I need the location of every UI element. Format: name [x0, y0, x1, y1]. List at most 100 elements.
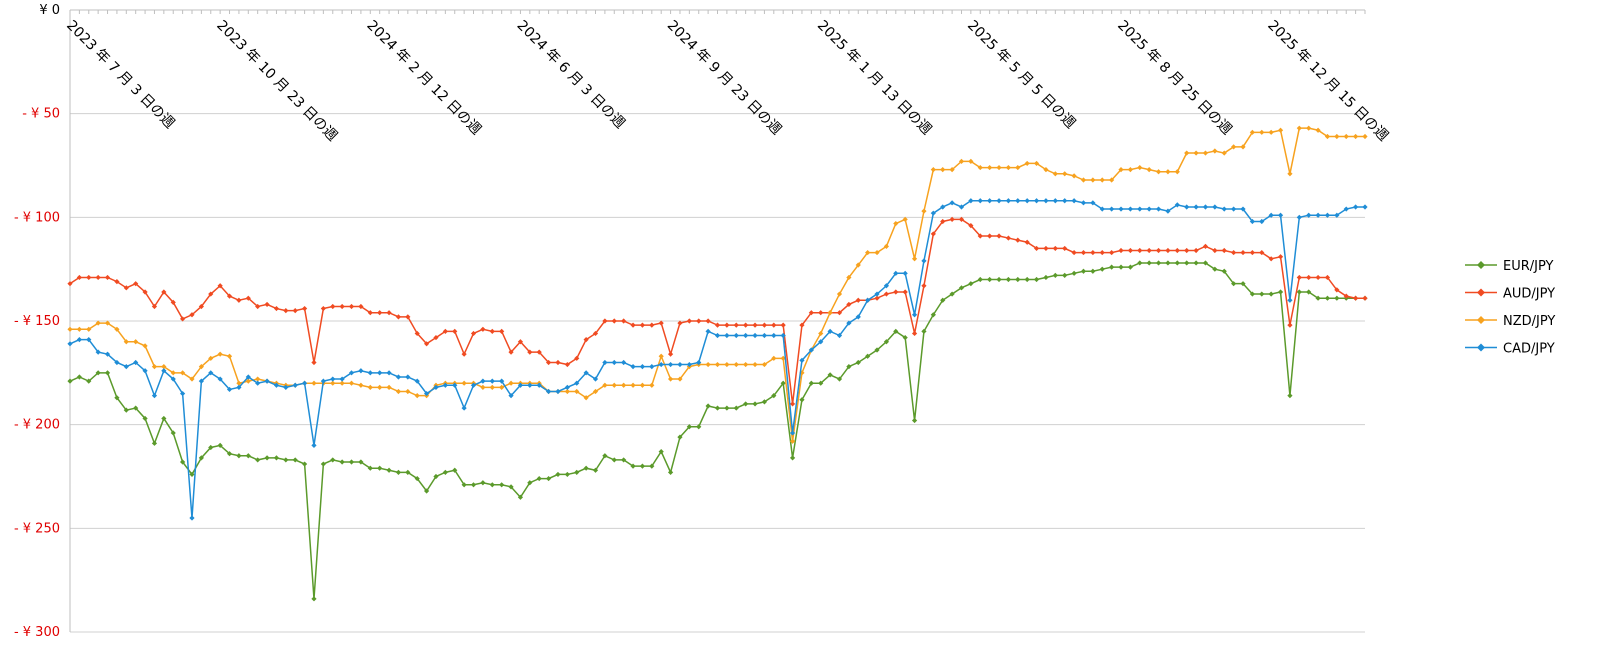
data-point	[348, 303, 355, 310]
data-point	[1137, 247, 1143, 254]
data-point	[1090, 249, 1096, 256]
data-point	[752, 332, 758, 339]
data-point	[799, 322, 805, 328]
data-point	[574, 388, 580, 395]
data-point	[958, 285, 965, 291]
data-point	[733, 361, 739, 368]
data-point	[1184, 247, 1190, 254]
data-point	[1306, 125, 1312, 131]
data-point	[545, 359, 552, 366]
data-point	[555, 471, 561, 478]
data-point	[611, 318, 617, 324]
data-point	[226, 451, 233, 457]
data-point	[142, 343, 148, 349]
data-point	[470, 330, 477, 337]
data-point	[311, 596, 317, 602]
data-point	[1127, 206, 1133, 212]
data-point	[452, 467, 458, 473]
data-point	[123, 285, 129, 291]
data-point	[743, 332, 749, 339]
data-point	[1221, 268, 1227, 274]
data-point	[780, 332, 786, 339]
data-point	[264, 455, 270, 461]
data-point	[592, 376, 599, 382]
data-point	[602, 359, 608, 366]
data-point	[846, 320, 852, 326]
data-point	[480, 378, 486, 384]
data-point	[1212, 204, 1218, 210]
data-point	[592, 388, 599, 395]
series-line	[69, 218, 1365, 405]
data-point	[1005, 276, 1012, 283]
data-point	[1024, 160, 1030, 167]
data-point	[1306, 289, 1312, 295]
data-point	[893, 220, 899, 227]
data-point	[1071, 249, 1077, 256]
data-point	[330, 303, 336, 310]
data-point	[161, 368, 167, 374]
data-point	[1080, 249, 1087, 256]
data-point	[686, 424, 692, 430]
data-point	[67, 326, 73, 332]
data-point	[968, 223, 974, 229]
data-point	[1146, 260, 1152, 266]
data-point	[611, 359, 617, 366]
data-point	[677, 320, 683, 326]
data-point	[958, 204, 965, 210]
data-point	[752, 401, 758, 407]
data-point	[724, 361, 730, 368]
data-point	[987, 233, 993, 239]
data-point	[1221, 206, 1227, 212]
data-point	[686, 361, 692, 368]
data-point	[1334, 295, 1340, 301]
data-point	[1362, 133, 1368, 140]
data-point	[1174, 247, 1180, 254]
data-point	[630, 463, 636, 469]
data-point	[621, 457, 627, 463]
data-point	[123, 407, 129, 413]
data-point	[1174, 260, 1180, 266]
data-point	[208, 291, 214, 297]
data-point	[536, 382, 542, 388]
y-tick-label: - ¥ 250	[14, 521, 60, 536]
data-point	[1324, 212, 1331, 218]
data-point	[930, 312, 936, 318]
data-point	[1062, 245, 1068, 252]
data-point	[621, 359, 627, 366]
data-point	[527, 349, 533, 355]
data-point	[367, 465, 373, 471]
data-point	[245, 453, 251, 459]
data-point	[1202, 150, 1209, 156]
data-point	[1353, 295, 1359, 301]
data-point	[949, 200, 955, 206]
data-point	[405, 388, 411, 395]
data-point	[921, 208, 927, 214]
data-point	[386, 467, 392, 473]
data-point	[968, 281, 974, 287]
data-point	[452, 328, 458, 334]
data-point	[433, 473, 439, 480]
data-point	[564, 471, 570, 478]
data-point	[1343, 206, 1349, 212]
data-point	[865, 249, 871, 256]
data-point	[189, 312, 195, 318]
data-point	[133, 339, 139, 345]
data-point	[442, 328, 448, 334]
data-point	[808, 310, 814, 316]
data-point	[658, 449, 664, 455]
data-point	[789, 401, 796, 407]
data-point	[367, 384, 373, 390]
data-point	[1240, 206, 1246, 212]
data-point	[180, 390, 186, 397]
data-point	[667, 469, 674, 475]
data-point	[151, 364, 158, 370]
data-point	[1127, 264, 1133, 270]
data-point	[1024, 239, 1030, 245]
data-point	[480, 480, 486, 486]
data-point	[1005, 198, 1012, 204]
y-tick-label: - ¥ 50	[22, 107, 60, 122]
x-tick-label: 2024 年 6 月 3 日の週	[514, 18, 628, 132]
data-point	[1249, 129, 1255, 135]
data-point	[639, 322, 646, 328]
data-point	[874, 249, 880, 256]
